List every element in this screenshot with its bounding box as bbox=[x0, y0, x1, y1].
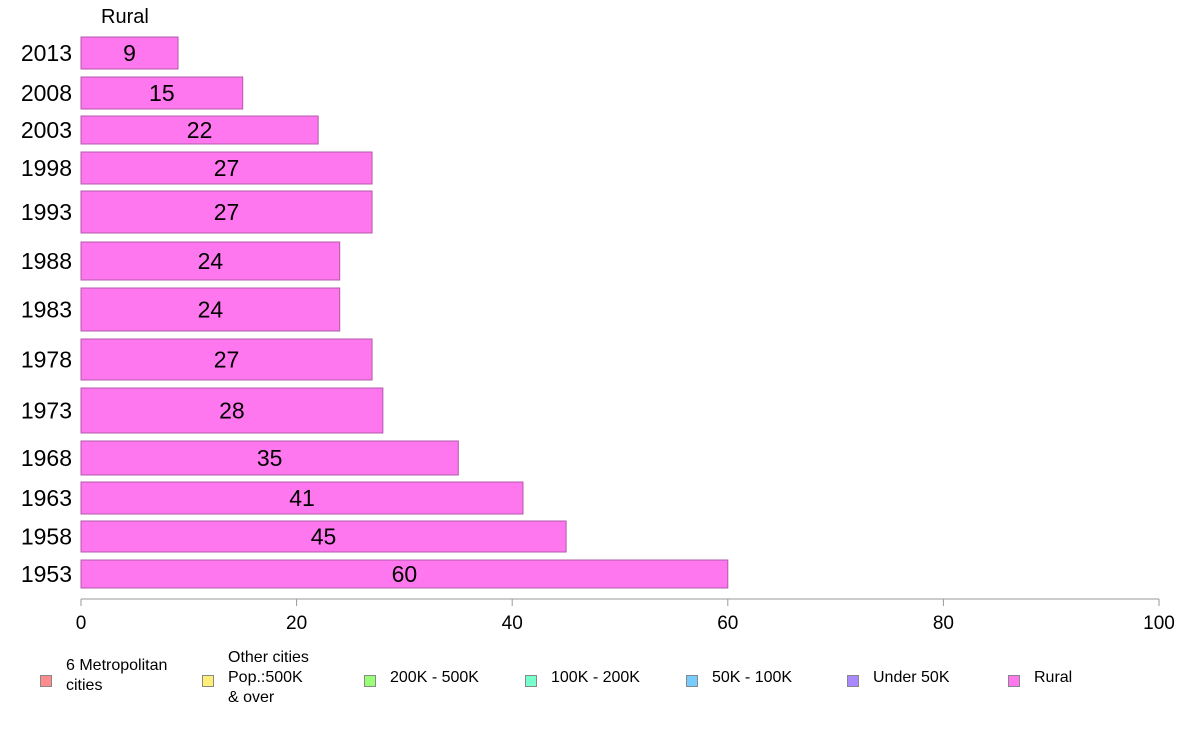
category-label-1983: 1983 bbox=[21, 297, 72, 323]
labels-layer: 2013 9 2008 15 2003 22 1998 27 1993 27 1988 24 1983 2… bbox=[21, 40, 417, 587]
bar-2013 bbox=[80, 36, 179, 70]
data-label-2013: 9 bbox=[123, 40, 136, 66]
legend-label: Under 50K bbox=[873, 669, 950, 686]
legend-label: Rural bbox=[1034, 669, 1073, 686]
category-label-1998: 1998 bbox=[21, 155, 72, 181]
category-label-1993: 1993 bbox=[21, 199, 72, 225]
bar-1958 bbox=[80, 520, 567, 553]
x-axis: 0 20 40 60 80 100 bbox=[76, 598, 1175, 634]
bar-1998 bbox=[80, 151, 373, 185]
legend-label: 50K - 100K bbox=[712, 669, 793, 686]
legend-item-1: Other cities Pop.:500K & over bbox=[202, 648, 309, 708]
x-tick-label-80: 80 bbox=[933, 613, 954, 634]
data-label-1993: 27 bbox=[214, 199, 240, 225]
x-tick-label-0: 0 bbox=[76, 613, 87, 634]
data-label-1973: 28 bbox=[219, 398, 245, 424]
x-tick-label-100: 100 bbox=[1143, 613, 1175, 634]
legend-item-3: 100K - 200K bbox=[525, 668, 640, 688]
bar-chart: 2013 9 2008 15 2003 22 1998 27 1993 27 1988 24 1983 2… bbox=[21, 36, 1175, 634]
category-label-1968: 1968 bbox=[21, 445, 72, 471]
legend-item-5: Under 50K bbox=[847, 668, 950, 688]
legend-swatch bbox=[847, 675, 859, 687]
legend-item-4: 50K - 100K bbox=[686, 668, 792, 688]
category-label-1973: 1973 bbox=[21, 398, 72, 424]
bar-1983 bbox=[80, 287, 341, 332]
legend: 6 Metropolitan cities Other cities Pop.:5… bbox=[0, 648, 1188, 718]
category-label-1988: 1988 bbox=[21, 248, 72, 274]
legend-swatch bbox=[40, 675, 52, 687]
legend-label: 100K - 200K bbox=[551, 669, 640, 686]
x-tick-label-20: 20 bbox=[286, 613, 307, 634]
category-label-1953: 1953 bbox=[21, 561, 72, 587]
bar-2008 bbox=[80, 76, 244, 110]
data-label-1968: 35 bbox=[257, 445, 283, 471]
category-label-1978: 1978 bbox=[21, 347, 72, 373]
chart-title: Rural bbox=[101, 6, 149, 28]
data-label-1963: 41 bbox=[289, 485, 315, 511]
data-label-1983: 24 bbox=[198, 297, 224, 323]
category-label-2003: 2003 bbox=[21, 117, 72, 143]
data-label-1958: 45 bbox=[311, 524, 337, 550]
bar-1988 bbox=[80, 241, 341, 281]
legend-label: Other cities Pop.:500K & over bbox=[228, 649, 309, 706]
bar-1963 bbox=[80, 481, 524, 515]
bar-1953 bbox=[80, 559, 729, 589]
legend-swatch bbox=[364, 675, 376, 687]
category-label-2013: 2013 bbox=[21, 40, 72, 66]
x-tick-label-60: 60 bbox=[717, 613, 738, 634]
legend-item-6: Rural bbox=[1008, 668, 1072, 688]
data-label-1978: 27 bbox=[214, 347, 240, 373]
legend-item-0: 6 Metropolitan cities bbox=[40, 656, 167, 696]
data-label-1953: 60 bbox=[392, 561, 418, 587]
data-label-1998: 27 bbox=[214, 155, 240, 181]
category-label-1958: 1958 bbox=[21, 524, 72, 550]
bar-1993 bbox=[80, 190, 373, 234]
bar-2003 bbox=[80, 115, 319, 145]
category-label-1963: 1963 bbox=[21, 485, 72, 511]
legend-swatch bbox=[202, 675, 214, 687]
legend-item-2: 200K - 500K bbox=[364, 668, 479, 688]
legend-swatch bbox=[1008, 675, 1020, 687]
data-label-2003: 22 bbox=[187, 117, 213, 143]
bar-1973 bbox=[80, 387, 384, 434]
bars-layer bbox=[80, 36, 729, 589]
x-tick-label-40: 40 bbox=[502, 613, 523, 634]
data-label-1988: 24 bbox=[198, 248, 224, 274]
bar-1978 bbox=[80, 338, 373, 381]
legend-label: 200K - 500K bbox=[390, 669, 479, 686]
data-label-2008: 15 bbox=[149, 80, 175, 106]
category-label-2008: 2008 bbox=[21, 80, 72, 106]
bar-1968 bbox=[80, 440, 459, 476]
legend-swatch bbox=[686, 675, 698, 687]
legend-label: 6 Metropolitan cities bbox=[66, 657, 168, 694]
legend-swatch bbox=[525, 675, 537, 687]
